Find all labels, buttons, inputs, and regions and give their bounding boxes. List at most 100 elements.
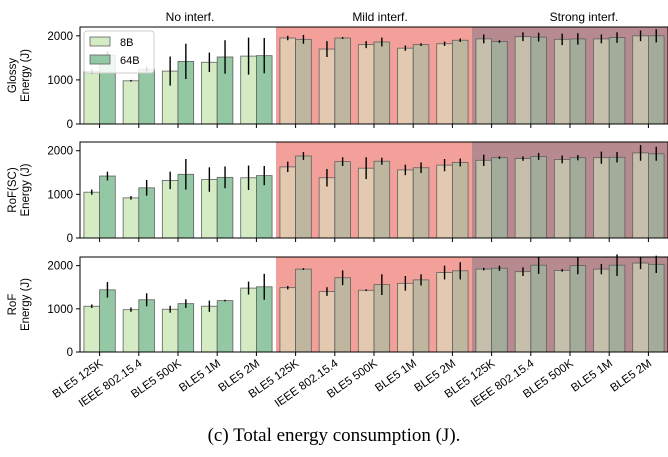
y-axis-label: Glossy bbox=[7, 58, 19, 93]
bar-64B-2 bbox=[177, 303, 195, 353]
y-tick-label: 1000 bbox=[47, 75, 73, 87]
bar-64B-9 bbox=[451, 39, 469, 125]
bar-64B-13 bbox=[608, 156, 626, 239]
figure-caption: (c) Total energy consumption (J). bbox=[207, 425, 461, 446]
legend: 8B 64B bbox=[83, 30, 155, 74]
bar-8B-12 bbox=[553, 159, 571, 239]
bar-8B-12 bbox=[553, 38, 571, 125]
bar-64B-1 bbox=[138, 299, 155, 353]
bar-8B-4 bbox=[240, 287, 257, 353]
bar-8B-2 bbox=[161, 308, 179, 353]
x-tick-label-13: BLE5 1M bbox=[569, 358, 615, 395]
bar-64B-9 bbox=[451, 162, 469, 239]
x-tick-label-14: BLE5 2M bbox=[608, 358, 654, 395]
bar-64B-7 bbox=[373, 160, 391, 239]
bar-8B-0 bbox=[83, 71, 100, 125]
bar-8B-12 bbox=[553, 269, 571, 353]
bar-8B-7 bbox=[357, 44, 375, 125]
bar-8B-10 bbox=[475, 38, 493, 125]
bar-8B-14 bbox=[632, 152, 649, 239]
bar-8B-14 bbox=[632, 262, 649, 353]
bar-64B-12 bbox=[569, 265, 587, 353]
bar-64B-7 bbox=[373, 41, 391, 125]
bar-64B-6 bbox=[334, 37, 351, 125]
bar-64B-1 bbox=[138, 68, 155, 125]
bar-64B-3 bbox=[216, 300, 234, 353]
bar-64B-5 bbox=[295, 38, 312, 125]
bar-8B-13 bbox=[593, 268, 610, 353]
bar-64B-12 bbox=[569, 157, 587, 239]
bar-64B-9 bbox=[451, 270, 469, 353]
bar-64B-14 bbox=[648, 263, 665, 353]
subplot-0: 0 1000 2000 Glossy Energy (J) bbox=[7, 26, 668, 131]
region-title-0: No interf. bbox=[166, 10, 215, 24]
bar-64B-8 bbox=[412, 167, 430, 239]
bar-8B-11 bbox=[514, 36, 532, 125]
bar-8B-7 bbox=[357, 289, 375, 353]
legend-swatch-64B bbox=[89, 54, 111, 65]
region-title-2: Strong interf. bbox=[550, 10, 619, 24]
bar-8B-1 bbox=[122, 309, 140, 353]
legend-label-8B: 8B bbox=[120, 37, 133, 49]
bar-8B-9 bbox=[436, 272, 453, 353]
x-tick-label-3: BLE5 1M bbox=[177, 358, 223, 395]
legend-label-64B: 64B bbox=[120, 55, 140, 67]
y-tick-label: 0 bbox=[67, 119, 73, 131]
bar-8B-5 bbox=[279, 166, 297, 239]
y-axis-label: Energy (J) bbox=[20, 278, 32, 331]
subplot-2: 0 1000 2000 RoF Energy (J) bbox=[7, 254, 668, 359]
y-tick-label: 1000 bbox=[47, 304, 73, 316]
bar-8B-1 bbox=[122, 197, 140, 239]
y-axis-label: RoF(SC) bbox=[7, 167, 19, 213]
y-tick-label: 2000 bbox=[47, 146, 73, 158]
bar-8B-9 bbox=[436, 43, 453, 125]
subplot-1: 0 1000 2000 RoF(SC) Energy (J) bbox=[7, 141, 668, 245]
bar-64B-12 bbox=[569, 38, 587, 125]
legend-swatch-8B bbox=[89, 36, 111, 47]
bar-8B-0 bbox=[83, 191, 100, 239]
y-tick-label: 1000 bbox=[47, 189, 73, 201]
bar-64B-0 bbox=[99, 289, 116, 353]
y-tick-label: 2000 bbox=[47, 261, 73, 273]
chart-svg: No interf. Mild interf. Strong interf. 0 100… bbox=[7, 10, 668, 410]
bar-8B-10 bbox=[475, 159, 493, 239]
bar-64B-14 bbox=[648, 153, 665, 239]
bar-64B-10 bbox=[491, 267, 508, 353]
y-tick-label: 2000 bbox=[47, 31, 73, 43]
bar-64B-11 bbox=[530, 264, 547, 353]
bar-64B-8 bbox=[412, 44, 430, 125]
bar-8B-9 bbox=[436, 164, 453, 239]
bar-64B-11 bbox=[530, 155, 547, 239]
bar-64B-13 bbox=[608, 264, 626, 353]
bar-64B-10 bbox=[491, 41, 508, 125]
bar-64B-14 bbox=[648, 35, 665, 125]
bar-8B-6 bbox=[318, 48, 336, 125]
y-tick-label: 0 bbox=[67, 233, 73, 245]
bar-8B-11 bbox=[514, 271, 532, 353]
bar-8B-8 bbox=[397, 47, 414, 125]
bar-64B-6 bbox=[334, 161, 351, 239]
y-axis-label: Energy (J) bbox=[20, 163, 32, 216]
bar-8B-6 bbox=[318, 291, 336, 353]
bar-8B-8 bbox=[397, 282, 414, 353]
bar-8B-13 bbox=[593, 157, 610, 239]
bar-8B-11 bbox=[514, 158, 532, 239]
bar-8B-5 bbox=[279, 287, 297, 353]
bar-8B-0 bbox=[83, 305, 100, 353]
y-axis-label: Energy (J) bbox=[20, 49, 32, 102]
bar-64B-5 bbox=[295, 268, 312, 353]
bar-64B-6 bbox=[334, 277, 351, 353]
bar-64B-8 bbox=[412, 279, 430, 353]
region-title-1: Mild interf. bbox=[352, 10, 407, 24]
y-tick-label: 0 bbox=[67, 347, 73, 359]
bar-64B-5 bbox=[295, 155, 312, 239]
bar-8B-1 bbox=[122, 80, 140, 125]
x-tick-label-8: BLE5 1M bbox=[373, 358, 419, 395]
bar-64B-11 bbox=[530, 36, 547, 125]
y-axis-label: RoF bbox=[7, 294, 19, 316]
bar-8B-8 bbox=[397, 169, 414, 239]
bar-64B-10 bbox=[491, 157, 508, 239]
bar-8B-13 bbox=[593, 38, 610, 125]
bar-64B-0 bbox=[99, 175, 116, 239]
